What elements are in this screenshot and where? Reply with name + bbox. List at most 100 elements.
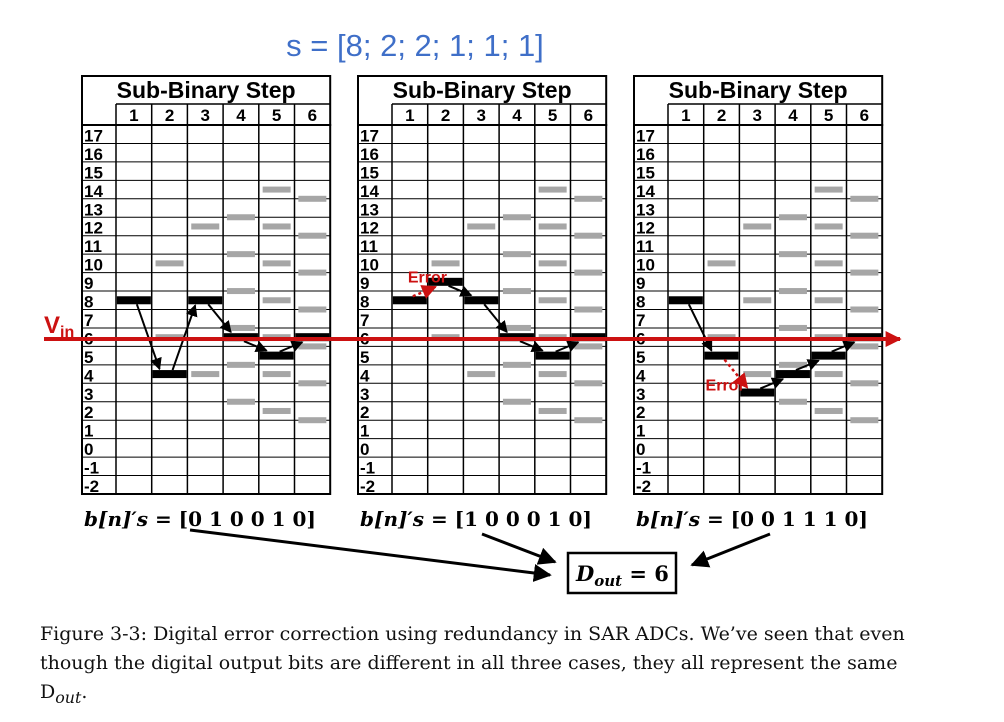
path-level-bar xyxy=(668,296,703,305)
row-label: 15 xyxy=(360,163,379,182)
decision-level-bar xyxy=(778,214,807,221)
step-label: 3 xyxy=(753,106,762,125)
decision-level-bar xyxy=(298,195,327,202)
step-label: 5 xyxy=(272,106,281,125)
row-label: 17 xyxy=(636,126,655,145)
row-label: 17 xyxy=(360,126,379,145)
row-label: -2 xyxy=(84,477,99,496)
row-label: 4 xyxy=(636,366,646,385)
transition-arrow xyxy=(448,284,473,297)
decision-level-bar xyxy=(262,186,291,193)
bits-label: b[n]′s = [1 0 0 0 1 0] xyxy=(360,507,592,531)
row-label: 8 xyxy=(84,293,93,312)
transition-arrow xyxy=(831,340,856,353)
converge-arrow xyxy=(189,528,552,582)
decision-level-bar xyxy=(538,260,567,267)
transition-arrow xyxy=(687,303,713,352)
transition-arrow xyxy=(207,303,232,334)
decision-level-bar xyxy=(850,232,879,239)
row-label: 3 xyxy=(84,385,93,404)
converge-arrow xyxy=(690,532,771,568)
step-label: 4 xyxy=(236,106,246,125)
step-label: 3 xyxy=(201,106,210,125)
path-level-bar xyxy=(740,388,775,397)
transition-arrow xyxy=(555,340,580,353)
decision-level-bar xyxy=(574,380,603,387)
path-level-bar xyxy=(116,296,151,305)
decision-level-bar xyxy=(298,269,327,276)
row-label: 0 xyxy=(84,440,93,459)
row-label: 11 xyxy=(84,237,102,256)
decision-level-bar xyxy=(298,306,327,313)
decision-level-bar xyxy=(574,195,603,202)
decision-level-bar xyxy=(574,417,603,424)
decision-level-bar xyxy=(850,195,879,202)
row-label: 12 xyxy=(84,219,103,238)
row-label: 8 xyxy=(636,293,645,312)
row-label: 7 xyxy=(84,311,93,330)
caption-text: Figure 3-3: Digital error correction usi… xyxy=(40,623,905,703)
decision-level-bar xyxy=(850,417,879,424)
row-label: 14 xyxy=(360,182,379,201)
decision-level-bar xyxy=(502,214,531,221)
decision-level-bar xyxy=(743,223,772,230)
bits-label: b[n]′s = [0 1 0 0 1 0] xyxy=(84,507,316,531)
row-label: 16 xyxy=(84,145,103,164)
bits-value: [1 0 0 0 1 0] xyxy=(455,507,592,531)
step-label: 6 xyxy=(308,106,317,125)
path-level-bar xyxy=(259,351,294,360)
row-label: 9 xyxy=(360,274,369,293)
decision-level-bar xyxy=(814,371,843,378)
decision-level-bar xyxy=(431,260,460,267)
decision-level-bar xyxy=(262,407,291,414)
row-label: 12 xyxy=(636,219,655,238)
decision-level-bar xyxy=(226,398,255,405)
converge-arrow xyxy=(481,532,557,565)
row-label: 2 xyxy=(84,403,93,422)
decision-level-bar xyxy=(467,371,496,378)
step-label: 1 xyxy=(129,106,138,125)
decision-level-bar xyxy=(850,269,879,276)
decision-level-bar xyxy=(502,288,531,295)
step-label: 6 xyxy=(860,106,869,125)
decision-level-bar xyxy=(226,251,255,258)
decision-level-bar xyxy=(262,223,291,230)
decision-level-bar xyxy=(226,214,255,221)
decision-level-bar xyxy=(226,324,255,331)
decision-level-bar xyxy=(538,186,567,193)
row-label: 3 xyxy=(636,385,645,404)
row-label: 1 xyxy=(636,422,645,441)
decision-level-bar xyxy=(574,269,603,276)
decision-level-bar xyxy=(538,407,567,414)
decision-level-bar xyxy=(574,306,603,313)
vin-label: Vin xyxy=(44,312,74,341)
panel-header-box xyxy=(81,75,332,126)
decision-level-bar xyxy=(850,380,879,387)
path-level-bar xyxy=(188,296,223,305)
decision-level-bar xyxy=(298,380,327,387)
decision-level-bar xyxy=(574,343,603,350)
row-label: 9 xyxy=(84,274,93,293)
decision-level-bar xyxy=(814,297,843,304)
step-label: 6 xyxy=(584,106,593,125)
decision-level-bar xyxy=(743,297,772,304)
decision-level-bar xyxy=(538,297,567,304)
row-label: 17 xyxy=(84,126,103,145)
row-label: 16 xyxy=(636,145,655,164)
step-label: 5 xyxy=(548,106,557,125)
path-level-bar xyxy=(535,351,570,360)
row-label: 14 xyxy=(636,182,655,201)
row-label: 1 xyxy=(84,422,93,441)
dout-label: Dout = 6 xyxy=(575,561,669,590)
row-label: 1 xyxy=(360,422,369,441)
row-label: -2 xyxy=(360,477,375,496)
step-label: 4 xyxy=(512,106,522,125)
decision-level-bar xyxy=(226,288,255,295)
row-label: 4 xyxy=(84,366,94,385)
transition-arrow xyxy=(135,303,162,371)
decision-level-bar xyxy=(814,186,843,193)
row-label: 4 xyxy=(360,366,370,385)
